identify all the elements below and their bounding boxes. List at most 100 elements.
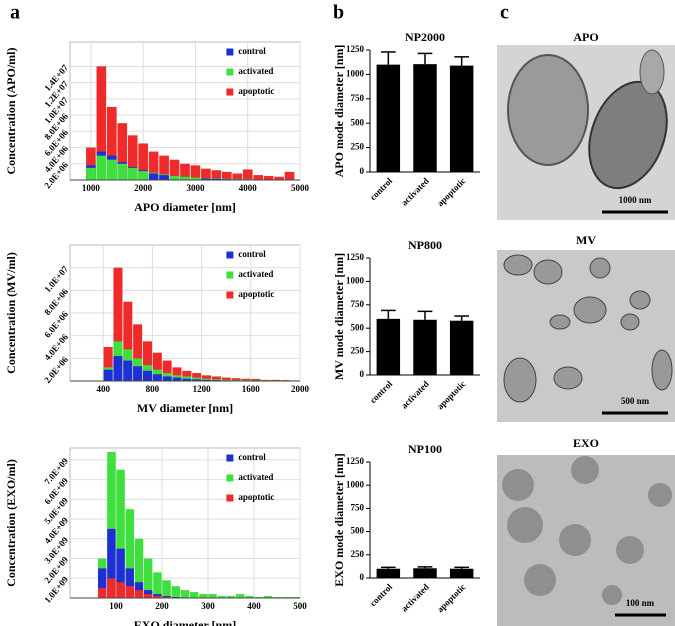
histogram-bar bbox=[180, 590, 190, 598]
histogram-bar bbox=[211, 376, 221, 381]
histogram-bar bbox=[125, 586, 134, 598]
x-axis-label: MV diameter [nm] bbox=[137, 401, 233, 415]
histogram-bar bbox=[134, 590, 144, 598]
histogram-bar bbox=[133, 366, 143, 381]
histogram-bar bbox=[201, 178, 211, 180]
x-tick-label: 5000 bbox=[291, 183, 310, 193]
histogram-bar bbox=[199, 594, 208, 598]
histogram-bar bbox=[221, 171, 232, 180]
histogram-bar bbox=[245, 596, 254, 598]
chart-title: NP2000 bbox=[405, 30, 445, 44]
bar bbox=[376, 318, 401, 375]
histogram-bar bbox=[133, 324, 143, 381]
x-tick-label: 2000 bbox=[291, 384, 310, 394]
legend-label: apoptotic bbox=[238, 86, 274, 96]
x-tick-label: 200 bbox=[155, 601, 169, 611]
histogram-bar bbox=[192, 373, 202, 381]
bar bbox=[449, 568, 474, 578]
histogram-bar bbox=[226, 596, 236, 598]
y-tick-label: 750 bbox=[351, 299, 365, 309]
histogram-bar bbox=[86, 167, 96, 180]
bar bbox=[413, 568, 437, 578]
histogram-bar bbox=[242, 169, 253, 180]
legend-label: activated bbox=[238, 472, 273, 482]
bar bbox=[376, 568, 401, 578]
histogram-bar bbox=[253, 175, 264, 180]
histogram-bar bbox=[125, 509, 134, 598]
legend-swatch bbox=[226, 494, 234, 502]
histogram-bar bbox=[153, 572, 162, 598]
histogram-bar bbox=[142, 341, 153, 381]
legend-swatch bbox=[226, 251, 234, 259]
chart-title: NP100 bbox=[408, 442, 442, 456]
x-tick-label: 1000 bbox=[82, 183, 101, 193]
histogram-bar bbox=[153, 596, 162, 598]
histogram-bar bbox=[107, 451, 116, 598]
histogram-bar bbox=[284, 171, 295, 180]
x-tick-label: 100 bbox=[109, 601, 123, 611]
y-axis-label: EXO mode diameter [nm] bbox=[332, 453, 346, 586]
x-tick-label: apoptotic bbox=[435, 379, 468, 412]
histogram-bar bbox=[148, 151, 159, 180]
histogram-bar bbox=[116, 548, 125, 598]
histogram-bar bbox=[148, 173, 159, 180]
histogram-bar bbox=[192, 379, 202, 381]
histogram-bar bbox=[263, 175, 274, 180]
y-tick-label: 250 bbox=[351, 549, 365, 559]
x-tick-label: 1200 bbox=[193, 384, 212, 394]
x-tick-label: 400 bbox=[247, 601, 261, 611]
y-tick-label: 500 bbox=[351, 322, 365, 332]
histogram-bar bbox=[107, 578, 116, 598]
legend-label: activated bbox=[238, 269, 273, 279]
histogram-bar bbox=[123, 360, 133, 381]
histogram-bar bbox=[152, 352, 162, 381]
bar bbox=[413, 64, 437, 172]
histogram-bar bbox=[169, 159, 180, 180]
histogram-bar bbox=[103, 369, 113, 381]
histogram-bar bbox=[180, 163, 190, 180]
y-tick-label: 0 bbox=[360, 369, 365, 379]
histogram-bar bbox=[182, 370, 192, 381]
y-tick-label: 0 bbox=[360, 572, 365, 582]
histogram-bar bbox=[171, 586, 180, 598]
x-tick-label: 3000 bbox=[186, 183, 205, 193]
x-tick-label: control bbox=[368, 581, 395, 608]
x-tick-label: activated bbox=[399, 176, 431, 208]
x-tick-label: 400 bbox=[96, 384, 110, 394]
x-tick-label: control bbox=[368, 378, 395, 405]
histogram-bar bbox=[86, 147, 96, 180]
legend-swatch bbox=[226, 271, 234, 279]
histogram-bar bbox=[211, 170, 222, 180]
x-tick-label: activated bbox=[399, 582, 431, 614]
histogram-bar bbox=[117, 163, 128, 180]
legend-swatch bbox=[226, 48, 234, 56]
histogram-bar bbox=[142, 370, 153, 381]
y-tick-label: 1000 bbox=[346, 479, 365, 489]
histogram-bar bbox=[162, 580, 171, 598]
histogram-bar bbox=[202, 379, 212, 381]
panel-letter: c bbox=[500, 2, 509, 24]
legend-swatch bbox=[226, 68, 234, 76]
legend-label: apoptotic bbox=[238, 289, 274, 299]
histogram-bar bbox=[241, 378, 251, 381]
histogram-bar bbox=[180, 176, 190, 180]
histogram-bar bbox=[144, 594, 153, 598]
legend-swatch bbox=[226, 88, 234, 96]
y-axis-label: Concentration (MV/ml) bbox=[4, 252, 18, 374]
micrograph: EXO 100 nm bbox=[497, 436, 675, 626]
y-tick-label: 250 bbox=[351, 142, 365, 152]
legend-label: control bbox=[238, 46, 266, 56]
histogram-bar bbox=[98, 568, 107, 598]
histogram-bar bbox=[159, 155, 169, 180]
x-tick-label: 300 bbox=[201, 601, 215, 611]
x-tick-label: control bbox=[368, 175, 395, 202]
legend-swatch bbox=[226, 454, 234, 462]
legend-label: activated bbox=[238, 66, 273, 76]
y-axis-label: APO mode diameter [nm] bbox=[332, 45, 346, 178]
histogram-bar bbox=[103, 347, 113, 381]
panel-letter: a bbox=[10, 2, 20, 24]
bar bbox=[449, 320, 474, 375]
histogram-bar bbox=[263, 596, 272, 598]
x-tick-label: apoptotic bbox=[435, 582, 468, 615]
